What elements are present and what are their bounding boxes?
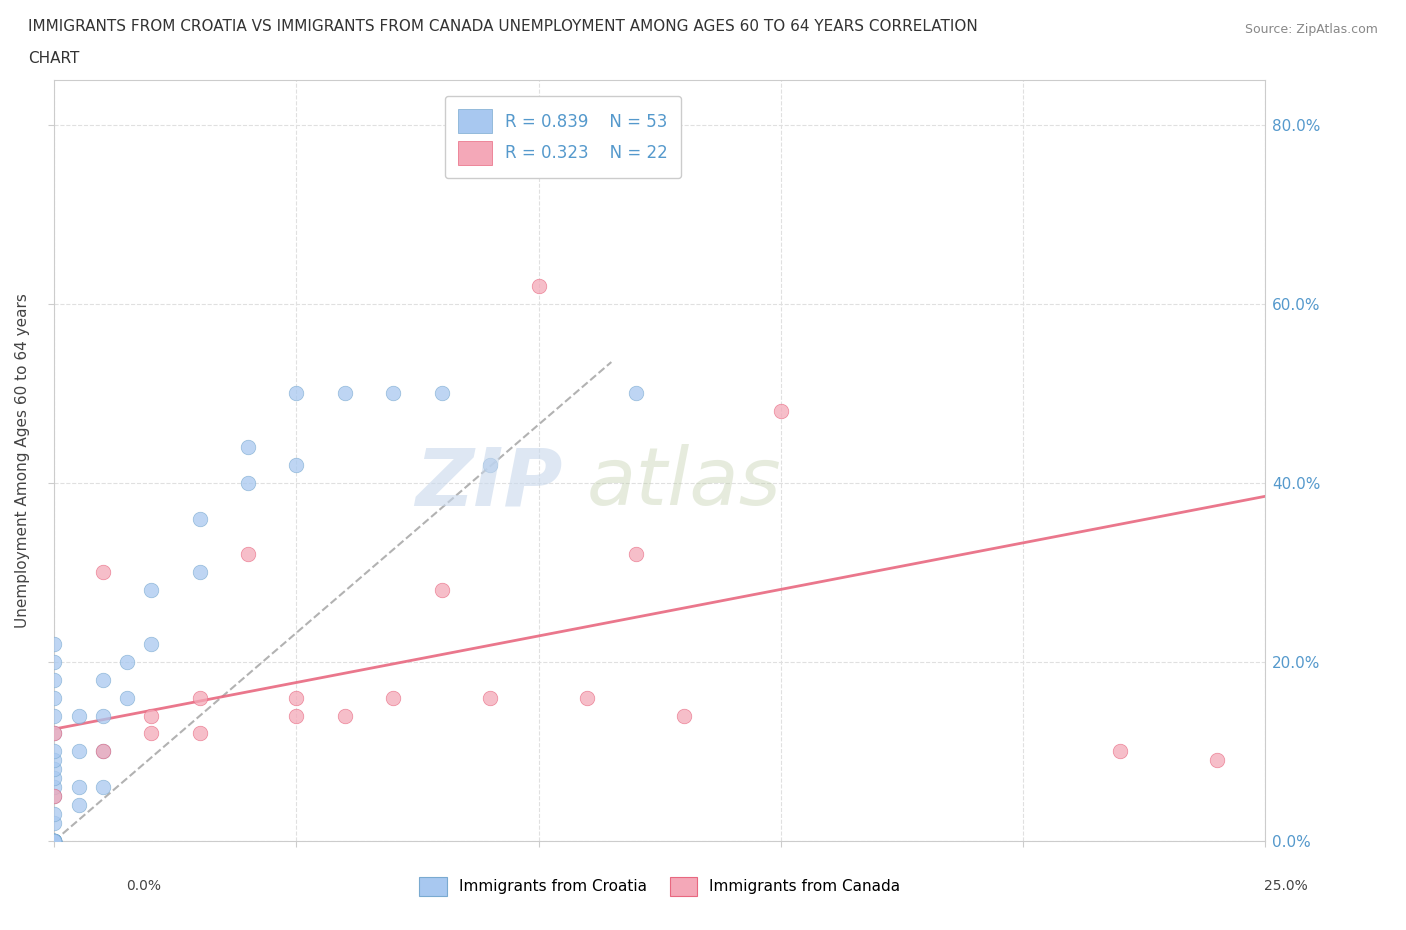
Point: [44, 690, 66, 705]
Point: [236, 547, 259, 562]
Point: [188, 726, 211, 741]
Point: [44, 833, 66, 848]
Text: Source: ZipAtlas.com: Source: ZipAtlas.com: [1244, 23, 1378, 36]
Point: [44, 833, 66, 848]
Point: [141, 726, 163, 741]
Point: [44, 833, 66, 848]
Point: [479, 458, 502, 472]
Point: [236, 440, 259, 455]
Point: [44, 726, 66, 741]
Point: [333, 386, 356, 401]
Point: [527, 278, 550, 293]
Point: [188, 690, 211, 705]
Text: CHART: CHART: [28, 51, 80, 66]
Point: [44, 744, 66, 759]
Point: [333, 708, 356, 723]
Text: 0.0%: 0.0%: [127, 879, 162, 893]
Point: [479, 690, 502, 705]
Point: [285, 458, 308, 472]
Point: [115, 655, 138, 670]
Point: [430, 583, 453, 598]
Point: [624, 386, 647, 401]
Point: [91, 708, 114, 723]
Point: [188, 512, 211, 526]
Point: [141, 636, 163, 651]
Point: [188, 565, 211, 579]
Point: [44, 833, 66, 848]
Point: [91, 672, 114, 687]
Point: [67, 744, 90, 759]
Point: [141, 708, 163, 723]
Text: 25.0%: 25.0%: [1264, 879, 1308, 893]
Point: [285, 708, 308, 723]
Point: [44, 753, 66, 768]
Point: [91, 779, 114, 794]
Point: [44, 833, 66, 848]
Point: [44, 726, 66, 741]
Point: [44, 833, 66, 848]
Point: [1109, 744, 1132, 759]
Point: [44, 672, 66, 687]
Point: [236, 475, 259, 490]
Point: [44, 789, 66, 804]
Point: [44, 655, 66, 670]
Point: [430, 386, 453, 401]
Point: [382, 386, 405, 401]
Point: [44, 816, 66, 830]
Point: [91, 744, 114, 759]
Point: [672, 708, 695, 723]
Point: [769, 404, 792, 418]
Point: [285, 690, 308, 705]
Point: [44, 833, 66, 848]
Point: [44, 833, 66, 848]
Point: [44, 806, 66, 821]
Point: [91, 565, 114, 579]
Point: [44, 789, 66, 804]
Point: [141, 583, 163, 598]
Point: [576, 690, 599, 705]
Point: [44, 833, 66, 848]
Point: [44, 833, 66, 848]
Point: [44, 833, 66, 848]
Point: [91, 744, 114, 759]
Point: [624, 547, 647, 562]
Point: [115, 690, 138, 705]
Text: ZIP: ZIP: [416, 445, 562, 523]
Legend: R = 0.839    N = 53, R = 0.323    N = 22: R = 0.839 N = 53, R = 0.323 N = 22: [444, 96, 681, 179]
Point: [67, 798, 90, 813]
Point: [44, 833, 66, 848]
Point: [44, 771, 66, 786]
Y-axis label: Unemployment Among Ages 60 to 64 years: Unemployment Among Ages 60 to 64 years: [15, 293, 30, 628]
Text: atlas: atlas: [588, 445, 782, 523]
Point: [382, 690, 405, 705]
Point: [1205, 753, 1227, 768]
Point: [44, 833, 66, 848]
Point: [44, 636, 66, 651]
Text: IMMIGRANTS FROM CROATIA VS IMMIGRANTS FROM CANADA UNEMPLOYMENT AMONG AGES 60 TO : IMMIGRANTS FROM CROATIA VS IMMIGRANTS FR…: [28, 19, 977, 33]
Point: [44, 708, 66, 723]
Point: [67, 779, 90, 794]
Point: [67, 708, 90, 723]
Point: [285, 386, 308, 401]
Point: [44, 833, 66, 848]
Point: [44, 833, 66, 848]
Point: [44, 762, 66, 777]
Point: [44, 833, 66, 848]
Point: [44, 779, 66, 794]
